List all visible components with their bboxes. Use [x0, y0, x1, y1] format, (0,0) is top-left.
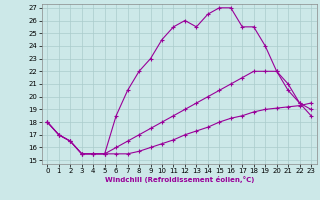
X-axis label: Windchill (Refroidissement éolien,°C): Windchill (Refroidissement éolien,°C) [105, 176, 254, 183]
